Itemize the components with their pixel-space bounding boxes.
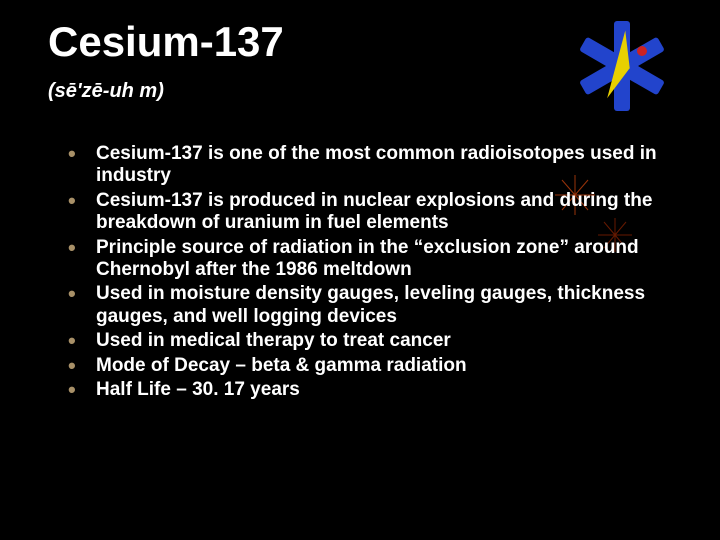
bullet-list: Cesium-137 is one of the most common rad…	[48, 143, 672, 401]
logo-star-of-life	[572, 16, 672, 116]
list-item: Cesium-137 is produced in nuclear explos…	[78, 190, 672, 235]
content-area: Cesium-137 is one of the most common rad…	[48, 143, 672, 401]
list-item: Half Life – 30. 17 years	[78, 379, 672, 401]
list-item: Principle source of radiation in the “ex…	[78, 237, 672, 282]
list-item: Used in medical therapy to treat cancer	[78, 330, 672, 352]
slide-container: Cesium-137 (sē'zē-uh m) Cesium-137 is on…	[0, 0, 720, 540]
list-item: Mode of Decay – beta & gamma radiation	[78, 355, 672, 377]
list-item: Cesium-137 is one of the most common rad…	[78, 143, 672, 188]
list-item: Used in moisture density gauges, levelin…	[78, 283, 672, 328]
